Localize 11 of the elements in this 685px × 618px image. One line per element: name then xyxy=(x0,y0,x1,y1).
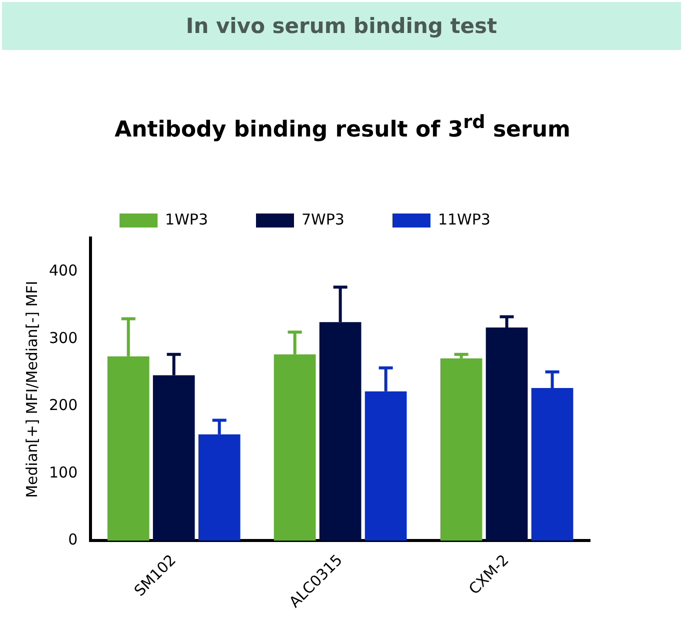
chart-title: In vivo serum binding test xyxy=(2,2,681,50)
chart-subtitle: Antibody binding result of 3$^{rd}$ serum xyxy=(114,112,572,142)
legend-label: 1WP3 xyxy=(165,210,208,228)
y-tick-label: 200 xyxy=(48,396,78,414)
y-tick-label: 0 xyxy=(68,530,78,549)
y-axis-title: Median[+] MFI/Median[-] MFI xyxy=(22,280,41,498)
legend-label: 11WP3 xyxy=(438,210,490,228)
y-tick-label: 400 xyxy=(48,262,78,280)
y-tick-label: 300 xyxy=(48,328,78,347)
legend-label: 7WP3 xyxy=(301,210,344,228)
y-tick-label: 100 xyxy=(48,463,78,482)
